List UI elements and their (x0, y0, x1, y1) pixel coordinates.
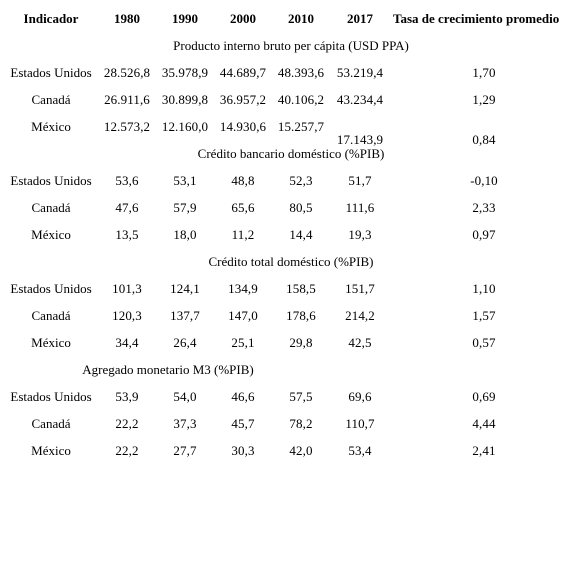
cell-value: 13,5 (115, 227, 139, 242)
cell-value: 25,1 (231, 335, 255, 350)
cell-value: 22,2 (115, 416, 139, 431)
header-year-1990: 1990 (172, 11, 198, 26)
section-title-bank-credit: Crédito bancario doméstico (%PIB) (197, 146, 385, 161)
cell-value: 57,9 (173, 200, 197, 215)
cell-value: 35.978,9 (161, 65, 209, 80)
header-year-2000: 2000 (230, 11, 256, 26)
cell-growth: 4,44 (472, 416, 496, 431)
cell-value: 65,6 (231, 200, 255, 215)
cell-value: 178,6 (286, 308, 316, 323)
cell-value: 51,7 (348, 173, 372, 188)
cell-value: 26,4 (173, 335, 197, 350)
cell-value: 27,7 (173, 443, 197, 458)
cell-value: 53,9 (115, 389, 139, 404)
cell-value: 137,7 (170, 308, 200, 323)
section-title-gdp: Producto interno bruto per cápita (USD P… (173, 38, 409, 53)
cell-value: 53,6 (115, 173, 139, 188)
cell-value: 19,3 (348, 227, 372, 242)
cell-value: 30.899,8 (161, 92, 209, 107)
cell-value: 17.143,9 (336, 132, 384, 147)
row-country: México (31, 443, 71, 458)
cell-value: 40.106,2 (277, 92, 325, 107)
cell-value: 101,3 (112, 281, 142, 296)
cell-growth: 0,84 (472, 132, 496, 147)
cell-value: 57,5 (289, 389, 313, 404)
row-country: Estados Unidos (10, 281, 92, 296)
row-country: México (31, 227, 71, 242)
cell-value: 147,0 (228, 308, 258, 323)
cell-value: 36.957,2 (219, 92, 267, 107)
cell-value: 46,6 (231, 389, 255, 404)
header-indicator: Indicador (23, 11, 79, 26)
cell-value: 18,0 (173, 227, 197, 242)
header-year-2017: 2017 (347, 11, 373, 26)
cell-value: 44.689,7 (219, 65, 267, 80)
cell-value: 80,5 (289, 200, 313, 215)
cell-growth: 2,33 (472, 200, 496, 215)
row-country: Estados Unidos (10, 389, 92, 404)
cell-value: 15.257,7 (277, 119, 325, 134)
cell-value: 69,6 (348, 389, 372, 404)
cell-value: 12.160,0 (161, 119, 209, 134)
row-country: México (31, 335, 71, 350)
cell-value: 48.393,6 (277, 65, 325, 80)
cell-value: 26.911,6 (104, 92, 150, 107)
cell-value: 54,0 (173, 389, 197, 404)
cell-value: 45,7 (231, 416, 255, 431)
cell-value: 78,2 (289, 416, 313, 431)
cell-value: 158,5 (286, 281, 316, 296)
cell-growth: 2,41 (472, 443, 496, 458)
cell-value: 28.526,8 (103, 65, 151, 80)
cell-value: 22,2 (115, 443, 139, 458)
row-country: Canadá (31, 200, 71, 215)
cell-value: 29,8 (289, 335, 313, 350)
cell-value: 214,2 (345, 308, 375, 323)
cell-value: 134,9 (228, 281, 258, 296)
cell-value: 14,4 (289, 227, 313, 242)
section-title-total-credit: Crédito total doméstico (%PIB) (208, 254, 374, 269)
cell-value: 34,4 (115, 335, 139, 350)
header-year-2010: 2010 (288, 11, 314, 26)
cell-growth: 0,97 (472, 227, 496, 242)
cell-growth: 1,57 (472, 308, 496, 323)
cell-value: 124,1 (170, 281, 200, 296)
cell-growth: 1,70 (472, 65, 496, 80)
row-country: México (31, 119, 71, 134)
cell-value: 12.573,2 (103, 119, 151, 134)
row-country: Canadá (31, 416, 71, 431)
cell-value: 30,3 (231, 443, 255, 458)
cell-value: 53.219,4 (336, 65, 384, 80)
cell-growth: 1,29 (472, 92, 496, 107)
row-country: Estados Unidos (10, 65, 92, 80)
cell-value: 48,8 (231, 173, 255, 188)
cell-growth: -0,10 (470, 173, 498, 188)
cell-value: 120,3 (112, 308, 142, 323)
cell-value: 111,6 (345, 200, 375, 215)
cell-value: 52,3 (289, 173, 313, 188)
cell-value: 11,2 (231, 227, 255, 242)
row-country: Canadá (31, 92, 71, 107)
row-country: Canadá (31, 308, 71, 323)
cell-growth: 0,69 (472, 389, 496, 404)
cell-value: 37,3 (173, 416, 197, 431)
cell-value: 42,5 (348, 335, 372, 350)
section-title-m3: Agregado monetario M3 (%PIB) (82, 362, 254, 377)
cell-growth: 0,57 (472, 335, 496, 350)
cell-value: 14.930,6 (219, 119, 267, 134)
cell-value: 47,6 (115, 200, 139, 215)
cell-value: 42,0 (289, 443, 313, 458)
cell-growth: 1,10 (472, 281, 496, 296)
header-growth: Tasa de crecimiento promedio (393, 11, 560, 26)
cell-value: 53,1 (173, 173, 197, 188)
cell-value: 53,4 (348, 443, 372, 458)
cell-value: 110,7 (345, 416, 375, 431)
cell-value: 43.234,4 (336, 92, 384, 107)
cell-value: 151,7 (345, 281, 375, 296)
header-year-1980: 1980 (114, 11, 140, 26)
row-country: Estados Unidos (10, 173, 92, 188)
